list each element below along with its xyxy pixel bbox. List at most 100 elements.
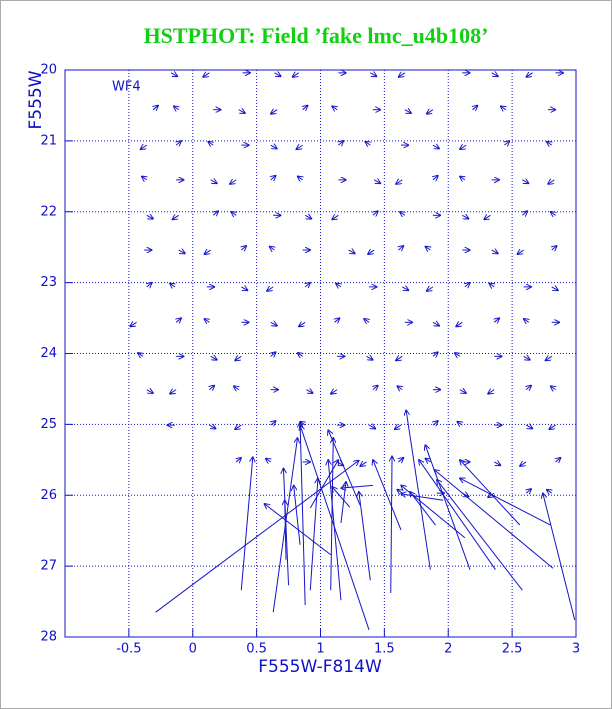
vector-arrow bbox=[491, 250, 498, 254]
vector-arrow bbox=[457, 422, 462, 426]
vector-arrow bbox=[285, 500, 286, 560]
vector-arrow bbox=[473, 105, 478, 109]
vector-arrow bbox=[545, 356, 553, 360]
vector-arrow bbox=[309, 460, 338, 509]
vector-arrow bbox=[425, 246, 430, 250]
vector-arrow bbox=[236, 458, 241, 462]
vector-arrow bbox=[341, 485, 373, 488]
vector-arrow bbox=[402, 287, 408, 291]
vector-arrow bbox=[335, 318, 340, 322]
vector-arrow bbox=[465, 283, 470, 287]
vector-arrow bbox=[373, 460, 402, 531]
y-tick-label: 24 bbox=[40, 346, 57, 361]
x-tick-label: 0.5 bbox=[246, 642, 267, 657]
vector-arrow bbox=[547, 490, 552, 494]
vector-arrow bbox=[298, 353, 303, 357]
y-tick-label: 27 bbox=[40, 559, 57, 574]
vector-arrow bbox=[373, 211, 378, 215]
vector-arrow bbox=[294, 485, 301, 545]
vector-arrow bbox=[456, 322, 463, 326]
vector-arrow bbox=[552, 246, 557, 250]
vector-arrow bbox=[373, 385, 378, 389]
vector-arrow bbox=[432, 322, 439, 326]
vector-arrow bbox=[235, 356, 242, 360]
vector-arrow bbox=[462, 215, 468, 219]
vector-arrow bbox=[328, 430, 361, 506]
vector-arrow bbox=[401, 494, 444, 501]
x-tick-label: 1 bbox=[316, 642, 324, 657]
vector-arrow bbox=[270, 322, 277, 326]
annotation: WF4 bbox=[112, 80, 141, 95]
vector-arrow bbox=[419, 460, 496, 570]
vector-arrow bbox=[427, 110, 434, 114]
vector-arrow bbox=[271, 352, 276, 356]
vector-arrow bbox=[460, 460, 521, 526]
vector-arrow bbox=[520, 462, 527, 466]
vector-arrow bbox=[234, 386, 239, 390]
vector-arrow bbox=[501, 106, 506, 110]
x-tick-label: 1.5 bbox=[374, 642, 395, 657]
vector-arrow bbox=[526, 73, 533, 77]
vector-arrow bbox=[271, 110, 278, 114]
y-tick-label: 22 bbox=[40, 204, 57, 219]
x-tick-label: 2.5 bbox=[502, 642, 523, 657]
vector-arrow bbox=[494, 318, 499, 322]
vector-arrow bbox=[396, 356, 403, 360]
vector-arrow bbox=[489, 283, 494, 287]
vector-arrow bbox=[359, 492, 371, 581]
vector-arrow bbox=[208, 142, 213, 146]
vector-arrow bbox=[360, 462, 367, 466]
vector-arrow bbox=[491, 73, 498, 77]
vector-arrow bbox=[398, 73, 406, 77]
vector-arrow bbox=[235, 425, 242, 429]
vector-arrow bbox=[427, 287, 434, 291]
vector-arrow bbox=[176, 318, 181, 322]
vector-arrow bbox=[526, 489, 531, 493]
vector-arrow bbox=[397, 490, 402, 494]
vector-arrow bbox=[368, 250, 375, 254]
vector-arrow bbox=[267, 287, 274, 291]
vector-arrow bbox=[203, 73, 210, 77]
vector-arrow bbox=[146, 215, 153, 219]
vector-arrow bbox=[138, 353, 143, 357]
vector-arrow bbox=[140, 145, 148, 149]
vector-arrow bbox=[170, 390, 177, 394]
vector-arrow bbox=[396, 180, 403, 184]
vector-arrow bbox=[306, 390, 312, 394]
vector-arrow bbox=[368, 425, 375, 429]
vector-arrow bbox=[147, 283, 152, 287]
vector-arrow bbox=[366, 356, 372, 360]
vector-arrow bbox=[543, 493, 576, 621]
vector-arrow bbox=[425, 458, 430, 462]
vector-arrow bbox=[266, 458, 271, 462]
vector-arrow bbox=[283, 468, 290, 586]
vector-arrow bbox=[398, 246, 403, 250]
vector-arrow bbox=[155, 461, 359, 613]
vector-arrow bbox=[488, 390, 495, 394]
vector-arrow bbox=[336, 283, 341, 287]
vector-arrow bbox=[292, 73, 300, 77]
vector-arrow bbox=[209, 385, 214, 389]
x-tick-label: 2 bbox=[444, 642, 452, 657]
vector-arrow bbox=[170, 73, 177, 77]
vector-arrow bbox=[299, 322, 306, 326]
vector-arrow bbox=[305, 283, 310, 287]
vector-arrow bbox=[364, 319, 369, 323]
vector-arrow bbox=[455, 353, 460, 357]
vector-arrow bbox=[172, 215, 179, 219]
vector-arrow bbox=[433, 421, 438, 425]
vector-arrow bbox=[522, 211, 527, 215]
vector-arrow bbox=[213, 211, 218, 215]
vector-arrow bbox=[433, 176, 438, 180]
vector-arrow bbox=[517, 250, 524, 254]
vector-arrow bbox=[524, 319, 529, 323]
vector-arrow bbox=[174, 106, 179, 110]
vector-arrow bbox=[309, 478, 318, 591]
vector-arrow bbox=[348, 250, 355, 254]
vector-arrow bbox=[550, 386, 555, 390]
vector-arrow bbox=[400, 212, 405, 216]
vector-arrow bbox=[130, 322, 137, 326]
vector-arrow bbox=[142, 176, 147, 180]
vector-arrow bbox=[338, 141, 343, 145]
vector-arrow bbox=[434, 470, 554, 569]
